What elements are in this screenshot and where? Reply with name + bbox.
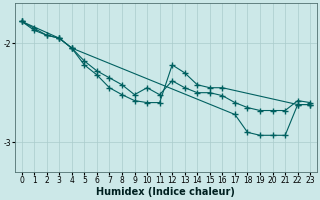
X-axis label: Humidex (Indice chaleur): Humidex (Indice chaleur) — [96, 187, 235, 197]
